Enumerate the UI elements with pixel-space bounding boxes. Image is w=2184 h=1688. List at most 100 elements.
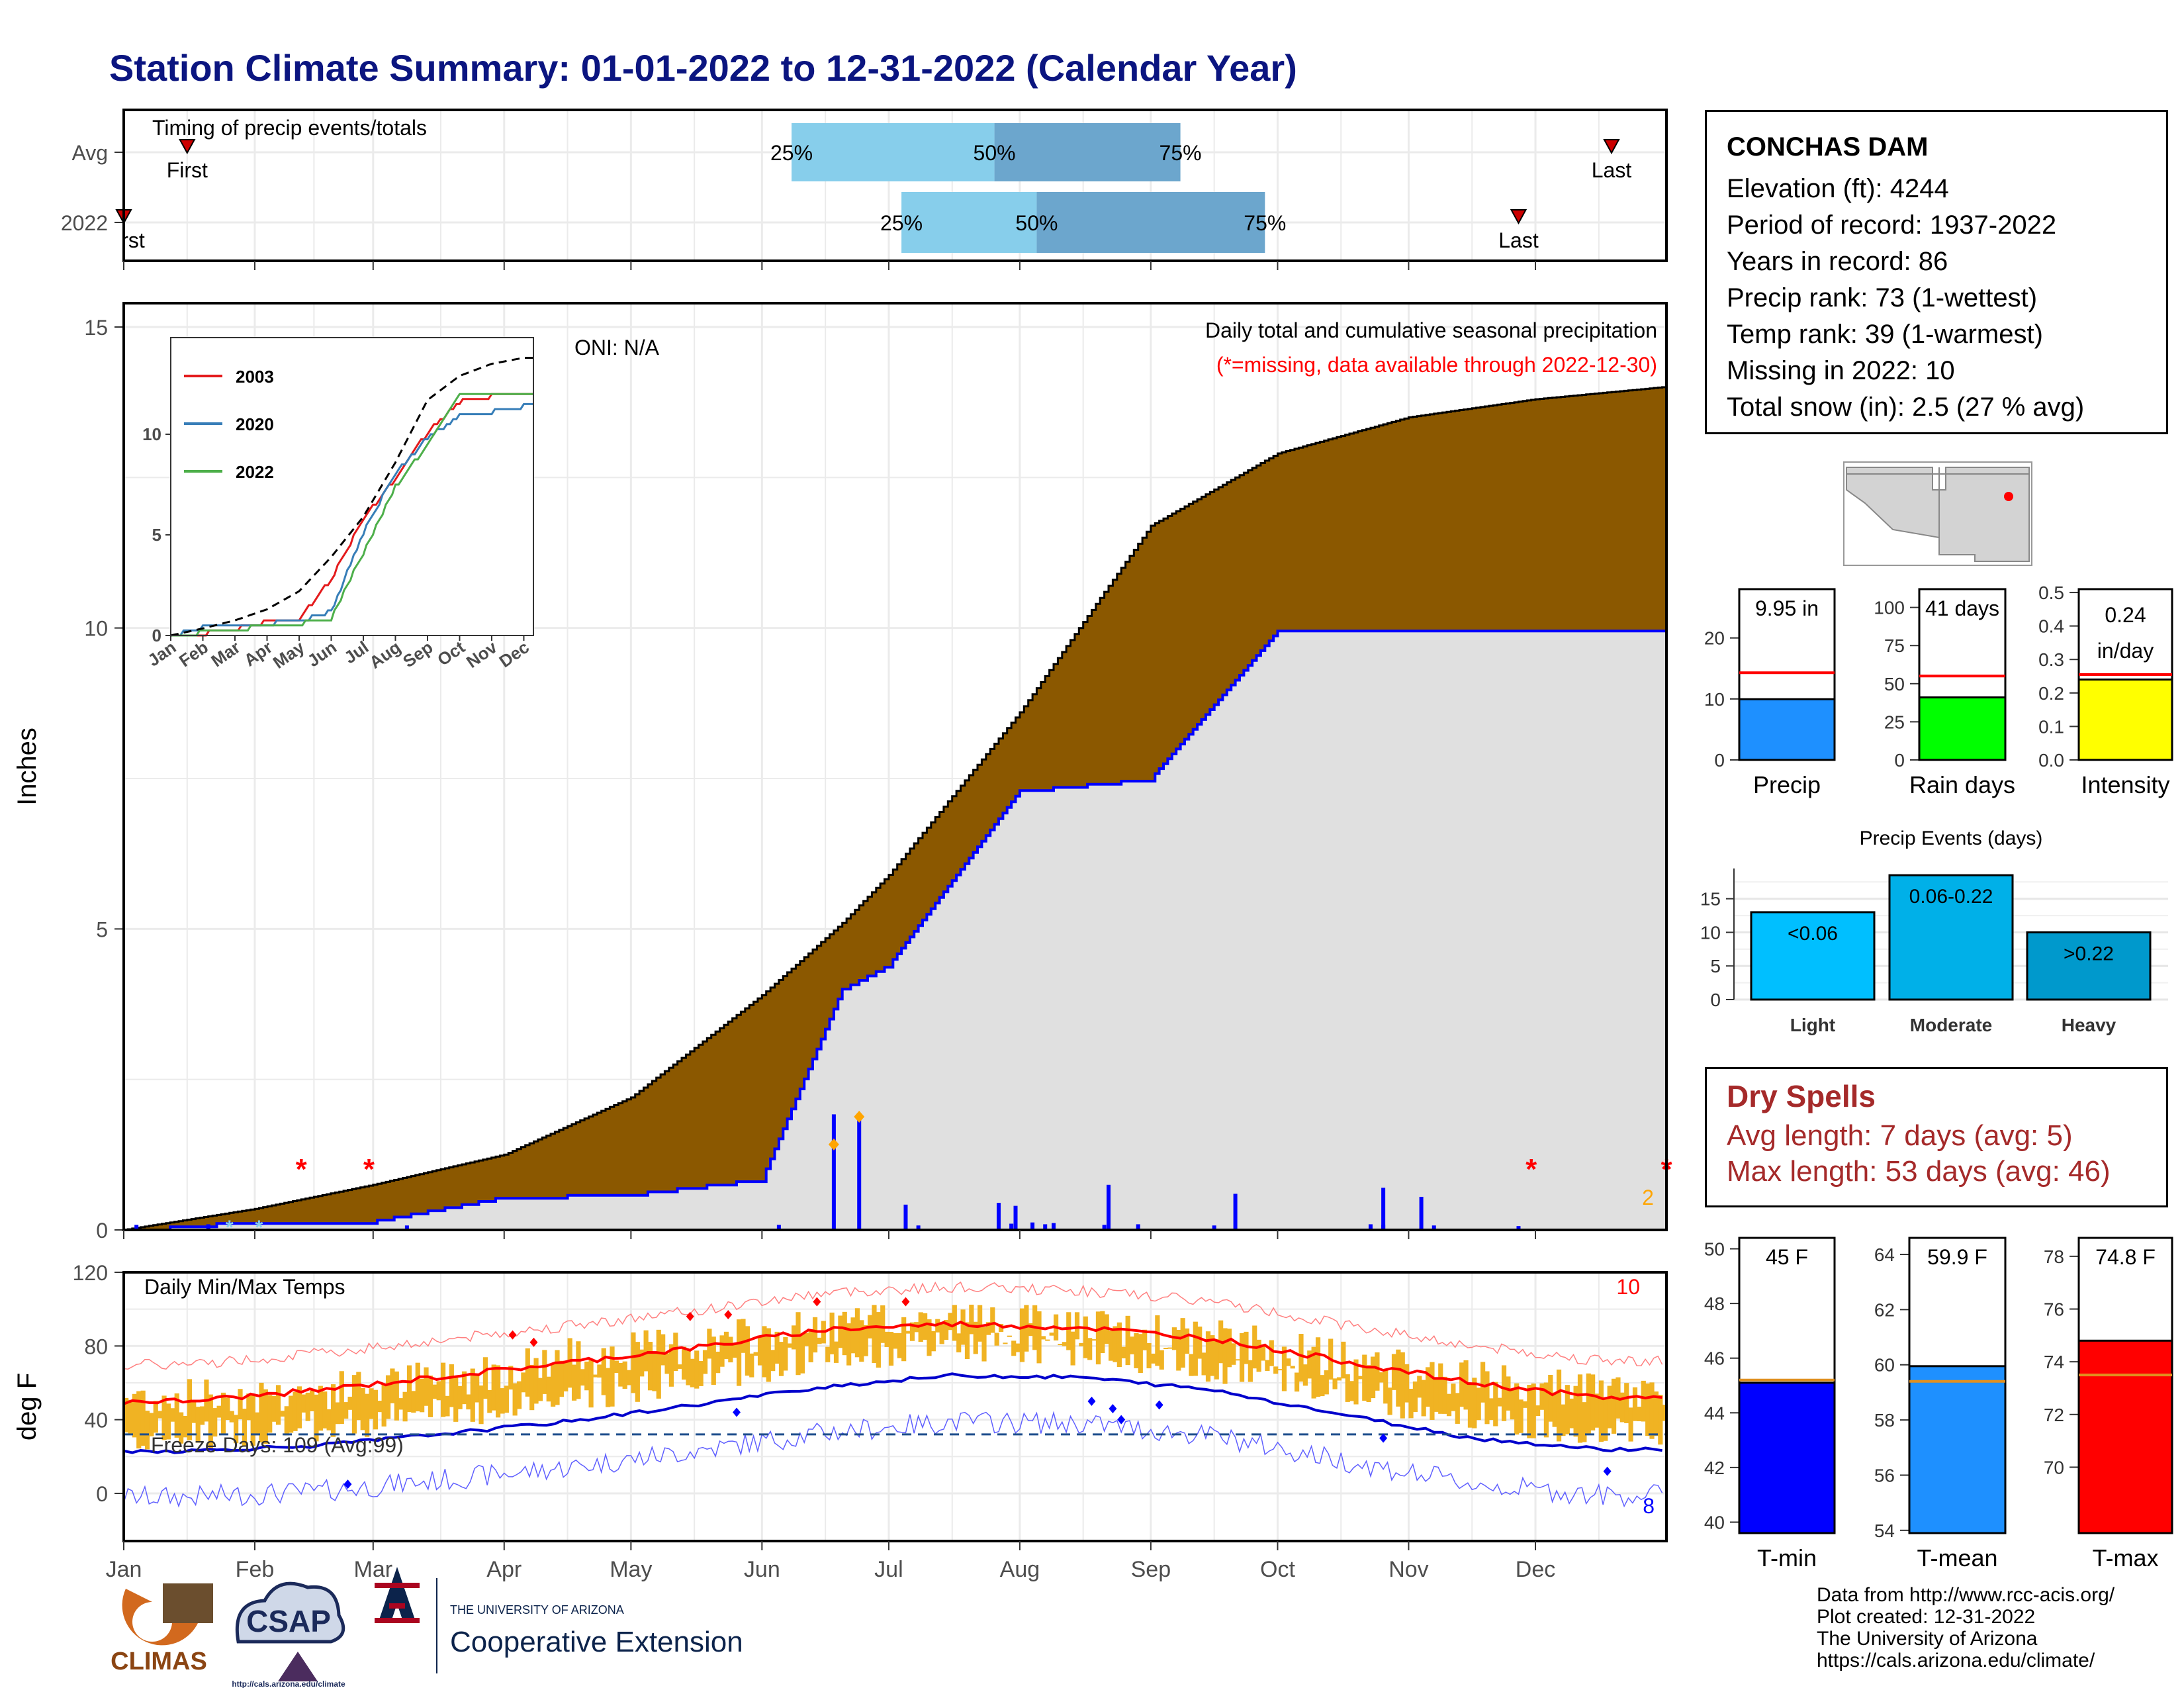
credits: Data from http://www.rcc-acis.org/ Plot …: [1817, 1584, 2115, 1671]
temp-daily-range: [487, 1389, 492, 1413]
temp-daily-range: [1539, 1383, 1545, 1410]
month-label: Dec: [1516, 1557, 1555, 1582]
temp-daily-range: [635, 1342, 640, 1402]
inset-ytick-label: 10: [142, 424, 161, 444]
events-category-label: Moderate: [1910, 1015, 1992, 1035]
tmax-label: T-max: [2092, 1544, 2158, 1571]
temp-daily-range: [187, 1379, 192, 1440]
rain-days-ytick-label: 0: [1894, 750, 1905, 771]
inset-ytick-label: 0: [152, 626, 161, 645]
temp-daily-range: [1632, 1387, 1638, 1421]
temp-daily-range: [1446, 1393, 1452, 1417]
tmean-ytick-label: 54: [1874, 1521, 1895, 1541]
temp-daily-range: [356, 1372, 361, 1421]
temp-daily-range: [804, 1333, 809, 1346]
temp-ytick-label: 0: [96, 1482, 108, 1506]
temp-daily-range: [1484, 1371, 1490, 1425]
temp-daily-range: [1467, 1383, 1473, 1428]
tmax-ytick-label: 70: [2044, 1457, 2064, 1477]
temp-daily-range: [1083, 1316, 1088, 1358]
temp-record-low-marker: [733, 1407, 741, 1417]
temp-daily-range: [799, 1334, 805, 1374]
temp-daily-range: [1095, 1311, 1101, 1365]
temp-daily-range: [592, 1374, 598, 1378]
temp-daily-range: [377, 1401, 383, 1413]
temp-daily-range: [1480, 1362, 1486, 1403]
temp-daily-range: [461, 1371, 467, 1405]
temp-daily-range: [347, 1396, 353, 1410]
temp-daily-range: [1590, 1374, 1596, 1430]
precip-daily-bar: [996, 1203, 1001, 1230]
precip-daily-bar: [1102, 1225, 1107, 1230]
precip-daily-bar: [831, 1114, 836, 1230]
temp-daily-range: [1244, 1331, 1249, 1364]
temp-daily-range: [1079, 1342, 1084, 1346]
temp-daily-range: [829, 1312, 835, 1354]
csap-logo-text: CSAP: [246, 1604, 331, 1638]
temp-daily-range: [533, 1358, 539, 1404]
tmax-ytick-label: 72: [2044, 1405, 2064, 1425]
temp-daily-range: [1561, 1404, 1566, 1436]
temp-daily-range: [1277, 1369, 1283, 1371]
station-elevation: Elevation (ft): 4244: [1727, 174, 1949, 203]
temp-daily-range: [132, 1393, 137, 1438]
temp-daily-range: [1121, 1346, 1126, 1359]
temp-daily-range: [250, 1395, 255, 1446]
timing-bar-50-75-Avg: [994, 123, 1181, 181]
temp-daily-range: [1527, 1385, 1532, 1438]
temp-daily-range: [318, 1385, 323, 1431]
temp-daily-range: [415, 1362, 420, 1412]
temp-daily-range: [263, 1389, 268, 1444]
inset-bg: [171, 338, 533, 635]
events-category-label: Light: [1790, 1015, 1835, 1035]
temp-daily-range: [1357, 1376, 1363, 1380]
precip-daily-bar: [1136, 1224, 1140, 1230]
temp-daily-range: [1180, 1318, 1185, 1368]
temp-record-high-marker: [529, 1337, 538, 1347]
temp-daily-range: [1231, 1343, 1236, 1365]
temp-daily-range: [470, 1368, 475, 1422]
temp-daily-range: [927, 1319, 932, 1356]
temp-daily-range: [500, 1388, 505, 1414]
climas-logo-text: CLIMAS: [111, 1648, 207, 1675]
temp-daily-range: [1074, 1312, 1080, 1340]
precip-daily-bar: [134, 1225, 139, 1230]
station-precip-rank: Precip rank: 73 (1-wettest): [1727, 283, 2038, 312]
credit-data-source: Data from http://www.rcc-acis.org/: [1817, 1584, 2115, 1606]
precip-daily-bar: [1233, 1194, 1238, 1230]
temp-daily-range: [1421, 1380, 1426, 1417]
temp-daily-range: [732, 1343, 737, 1358]
temp-daily-range: [436, 1381, 441, 1401]
month-label: Nov: [1388, 1557, 1428, 1582]
rain-days-value-bar: [1918, 696, 2007, 761]
intensity-ytick-label: 0.4: [2038, 616, 2064, 637]
events-ytick-label: 0: [1710, 990, 1721, 1010]
temp-avg-max-line: [123, 1320, 1662, 1405]
temp-daily-range: [128, 1399, 133, 1434]
rain-days-value-label: 41 days: [1925, 596, 1999, 620]
precip-daily-bar: [1013, 1205, 1018, 1230]
precip-daily-bar: [1419, 1196, 1424, 1230]
temp-daily-range: [1070, 1331, 1075, 1366]
credit-university: The University of Arizona: [1817, 1628, 2038, 1650]
temp-daily-range: [411, 1391, 416, 1413]
temp-daily-range: [812, 1317, 818, 1353]
inset-line-2020: [171, 402, 533, 637]
temp-daily-range: [1113, 1326, 1118, 1362]
temp-daily-range: [529, 1364, 535, 1411]
temp-daily-range: [876, 1312, 881, 1368]
tmean-ytick-label: 60: [1874, 1355, 1895, 1376]
temp-daily-range: [1375, 1352, 1380, 1391]
temp-daily-range: [1379, 1372, 1384, 1383]
temp-daily-range: [1150, 1353, 1156, 1364]
temp-daily-range: [381, 1383, 387, 1427]
temp-daily-range: [225, 1397, 230, 1421]
temp-daily-range: [753, 1352, 758, 1356]
temp-daily-range: [1066, 1312, 1071, 1350]
temp-daily-range: [1641, 1380, 1646, 1422]
temp-daily-range: [677, 1364, 682, 1369]
temp-daily-range: [690, 1358, 695, 1387]
temp-daily-range: [330, 1384, 336, 1437]
tmin-label: T-min: [1757, 1544, 1817, 1571]
temp-daily-range: [309, 1390, 315, 1411]
